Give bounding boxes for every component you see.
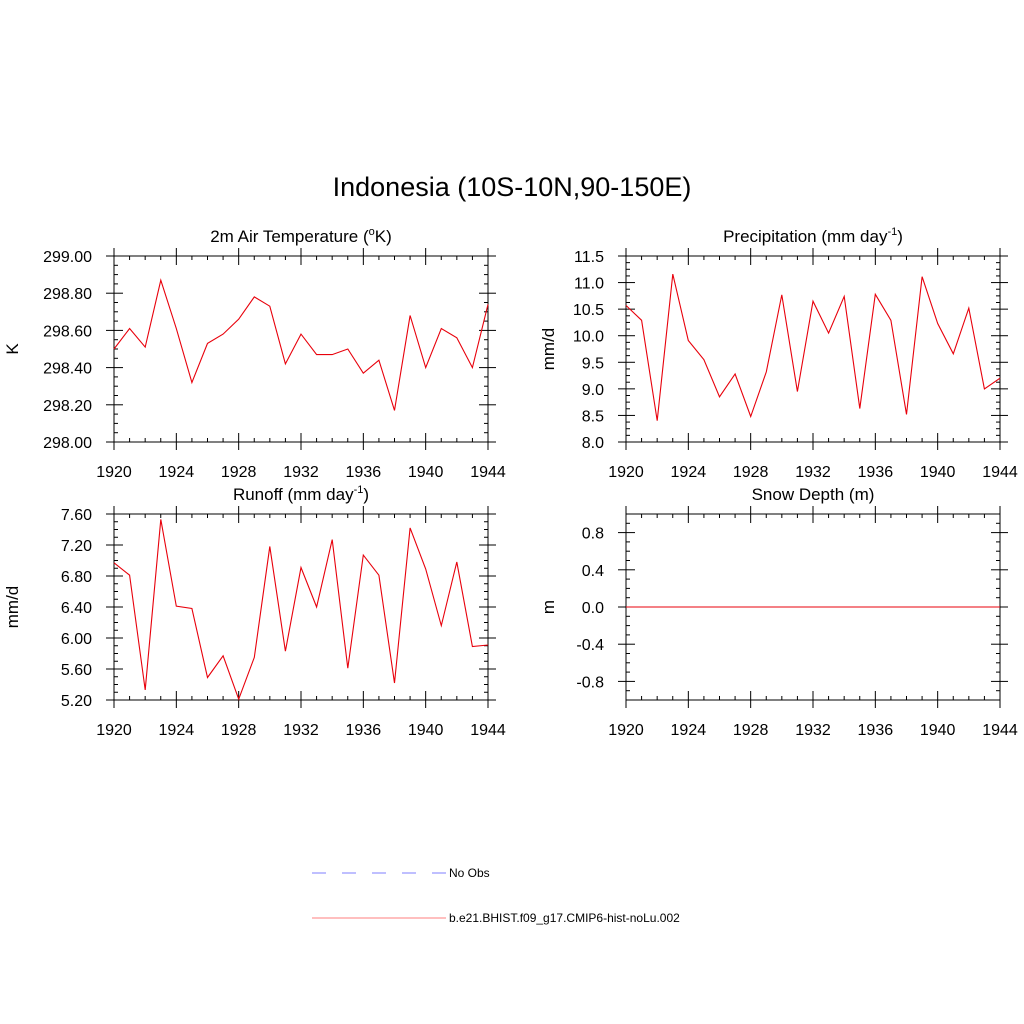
panel-snow-depth: 1920 1924 1928 1932 1936 1940 1944 -0.8 -0.4 0.0 0… [539, 485, 1018, 739]
y-tick-label: 11.0 [574, 276, 604, 293]
x-tick-label: 1924 [671, 722, 707, 739]
x-tick-label: 1932 [795, 464, 831, 481]
y-tick-label: 11.5 [574, 249, 604, 266]
x-tick-label: 1928 [733, 722, 769, 739]
x-tick-label: 1936 [346, 722, 382, 739]
y-tick-label: 299.00 [43, 249, 92, 266]
panel-title-superscript: -1 [354, 484, 364, 496]
panel-title: Snow Depth (m) [752, 485, 875, 504]
panel-title-text: Runoff (mm day [233, 485, 354, 504]
x-tick-label: 1932 [283, 722, 319, 739]
x-tick-label: 1932 [283, 464, 319, 481]
y-axis-label: K [3, 343, 22, 355]
y-tick-label: 8.5 [582, 408, 604, 425]
x-tick-label: 1920 [96, 722, 132, 739]
panel-air-temperature: 1920 1924 1928 1932 1936 1940 1944 298.00 298.20… [3, 226, 506, 481]
x-tick-label: 1928 [221, 464, 257, 481]
y-tick-label: 298.20 [43, 398, 92, 415]
panel-title-text: 2m Air Temperature ( [210, 227, 369, 246]
series-line [113, 519, 489, 701]
x-tick-label: 1928 [733, 464, 769, 481]
x-tick-label: 1924 [159, 722, 195, 739]
legend-label-model: b.e21.BHIST.f09_g17.CMIP6-hist-noLu.002 [449, 911, 680, 925]
y-axis-label: mm/d [539, 328, 558, 371]
panel-title-end: ) [897, 227, 903, 246]
y-tick-label: 6.40 [61, 600, 92, 617]
y-tick-label: 298.40 [43, 361, 92, 378]
x-tick-label: 1920 [96, 464, 132, 481]
x-tick-label: 1928 [221, 722, 257, 739]
y-tick-label: 5.60 [61, 662, 92, 679]
series-line [625, 273, 1001, 421]
y-tick-label: -0.4 [576, 637, 604, 654]
plot-frame [113, 513, 489, 701]
y-tick-label: 298.00 [43, 435, 92, 452]
y-tick-label: 6.00 [61, 631, 92, 648]
y-tick-label: 7.60 [61, 507, 92, 524]
x-tick-label: 1944 [470, 464, 506, 481]
x-tick-label: 1920 [608, 464, 644, 481]
x-tick-label: 1940 [408, 722, 444, 739]
x-tick-label: 1924 [159, 464, 195, 481]
series-line [113, 278, 489, 411]
panel-title-superscript: -1 [887, 226, 897, 238]
panel-title: Runoff (mm day-1) [233, 484, 369, 504]
legend-label-obs: No Obs [449, 866, 490, 880]
y-tick-label: 0.4 [582, 563, 604, 580]
x-tick-label: 1920 [608, 722, 644, 739]
y-axis-label: mm/d [3, 586, 22, 629]
plot-frame [625, 255, 1001, 443]
plot-frame [113, 255, 489, 443]
panel-runoff: 1920 1924 1928 1932 1936 1940 1944 5.20 5.60 6.00… [3, 484, 506, 739]
y-tick-label: 9.0 [582, 382, 604, 399]
y-tick-label: 0.8 [582, 526, 604, 543]
y-tick-label: 298.60 [43, 323, 92, 340]
x-tick-label: 1936 [346, 464, 382, 481]
legend-lines [312, 872, 446, 919]
y-tick-label: 7.20 [61, 538, 92, 555]
y-tick-label: -0.8 [576, 674, 604, 691]
x-tick-label: 1936 [858, 464, 894, 481]
panel-title-end: K) [375, 227, 392, 246]
panel-title-text: Snow Depth (m) [752, 485, 875, 504]
x-tick-label: 1944 [470, 722, 506, 739]
y-tick-label: 8.0 [582, 435, 604, 452]
panel-title-superscript: o [369, 226, 375, 238]
panel-title: 2m Air Temperature (oK) [210, 226, 392, 246]
x-tick-label: 1940 [920, 464, 956, 481]
x-tick-label: 1944 [982, 464, 1018, 481]
panel-title-end: ) [363, 485, 369, 504]
x-tick-label: 1924 [671, 464, 707, 481]
y-tick-label: 10.0 [573, 329, 604, 346]
panel-precipitation: 1920 1924 1928 1932 1936 1940 1944 8.0 8.5 9.0 9.5… [539, 226, 1018, 481]
x-tick-label: 1940 [408, 464, 444, 481]
x-tick-label: 1936 [858, 722, 894, 739]
panel-title: Precipitation (mm day-1) [723, 226, 903, 246]
y-tick-label: 10.5 [573, 302, 604, 319]
y-tick-label: 9.5 [582, 355, 604, 372]
y-tick-label: 0.0 [582, 600, 604, 617]
y-tick-label: 6.80 [61, 569, 92, 586]
y-tick-label: 5.20 [61, 693, 92, 710]
y-axis-label: m [539, 600, 558, 614]
panel-title-text: Precipitation (mm day [723, 227, 888, 246]
x-tick-label: 1932 [795, 722, 831, 739]
figure-title: Indonesia (10S-10N,90-150E) [332, 172, 692, 202]
y-tick-label: 298.80 [43, 286, 92, 303]
x-tick-label: 1944 [982, 722, 1018, 739]
x-tick-label: 1940 [920, 722, 956, 739]
